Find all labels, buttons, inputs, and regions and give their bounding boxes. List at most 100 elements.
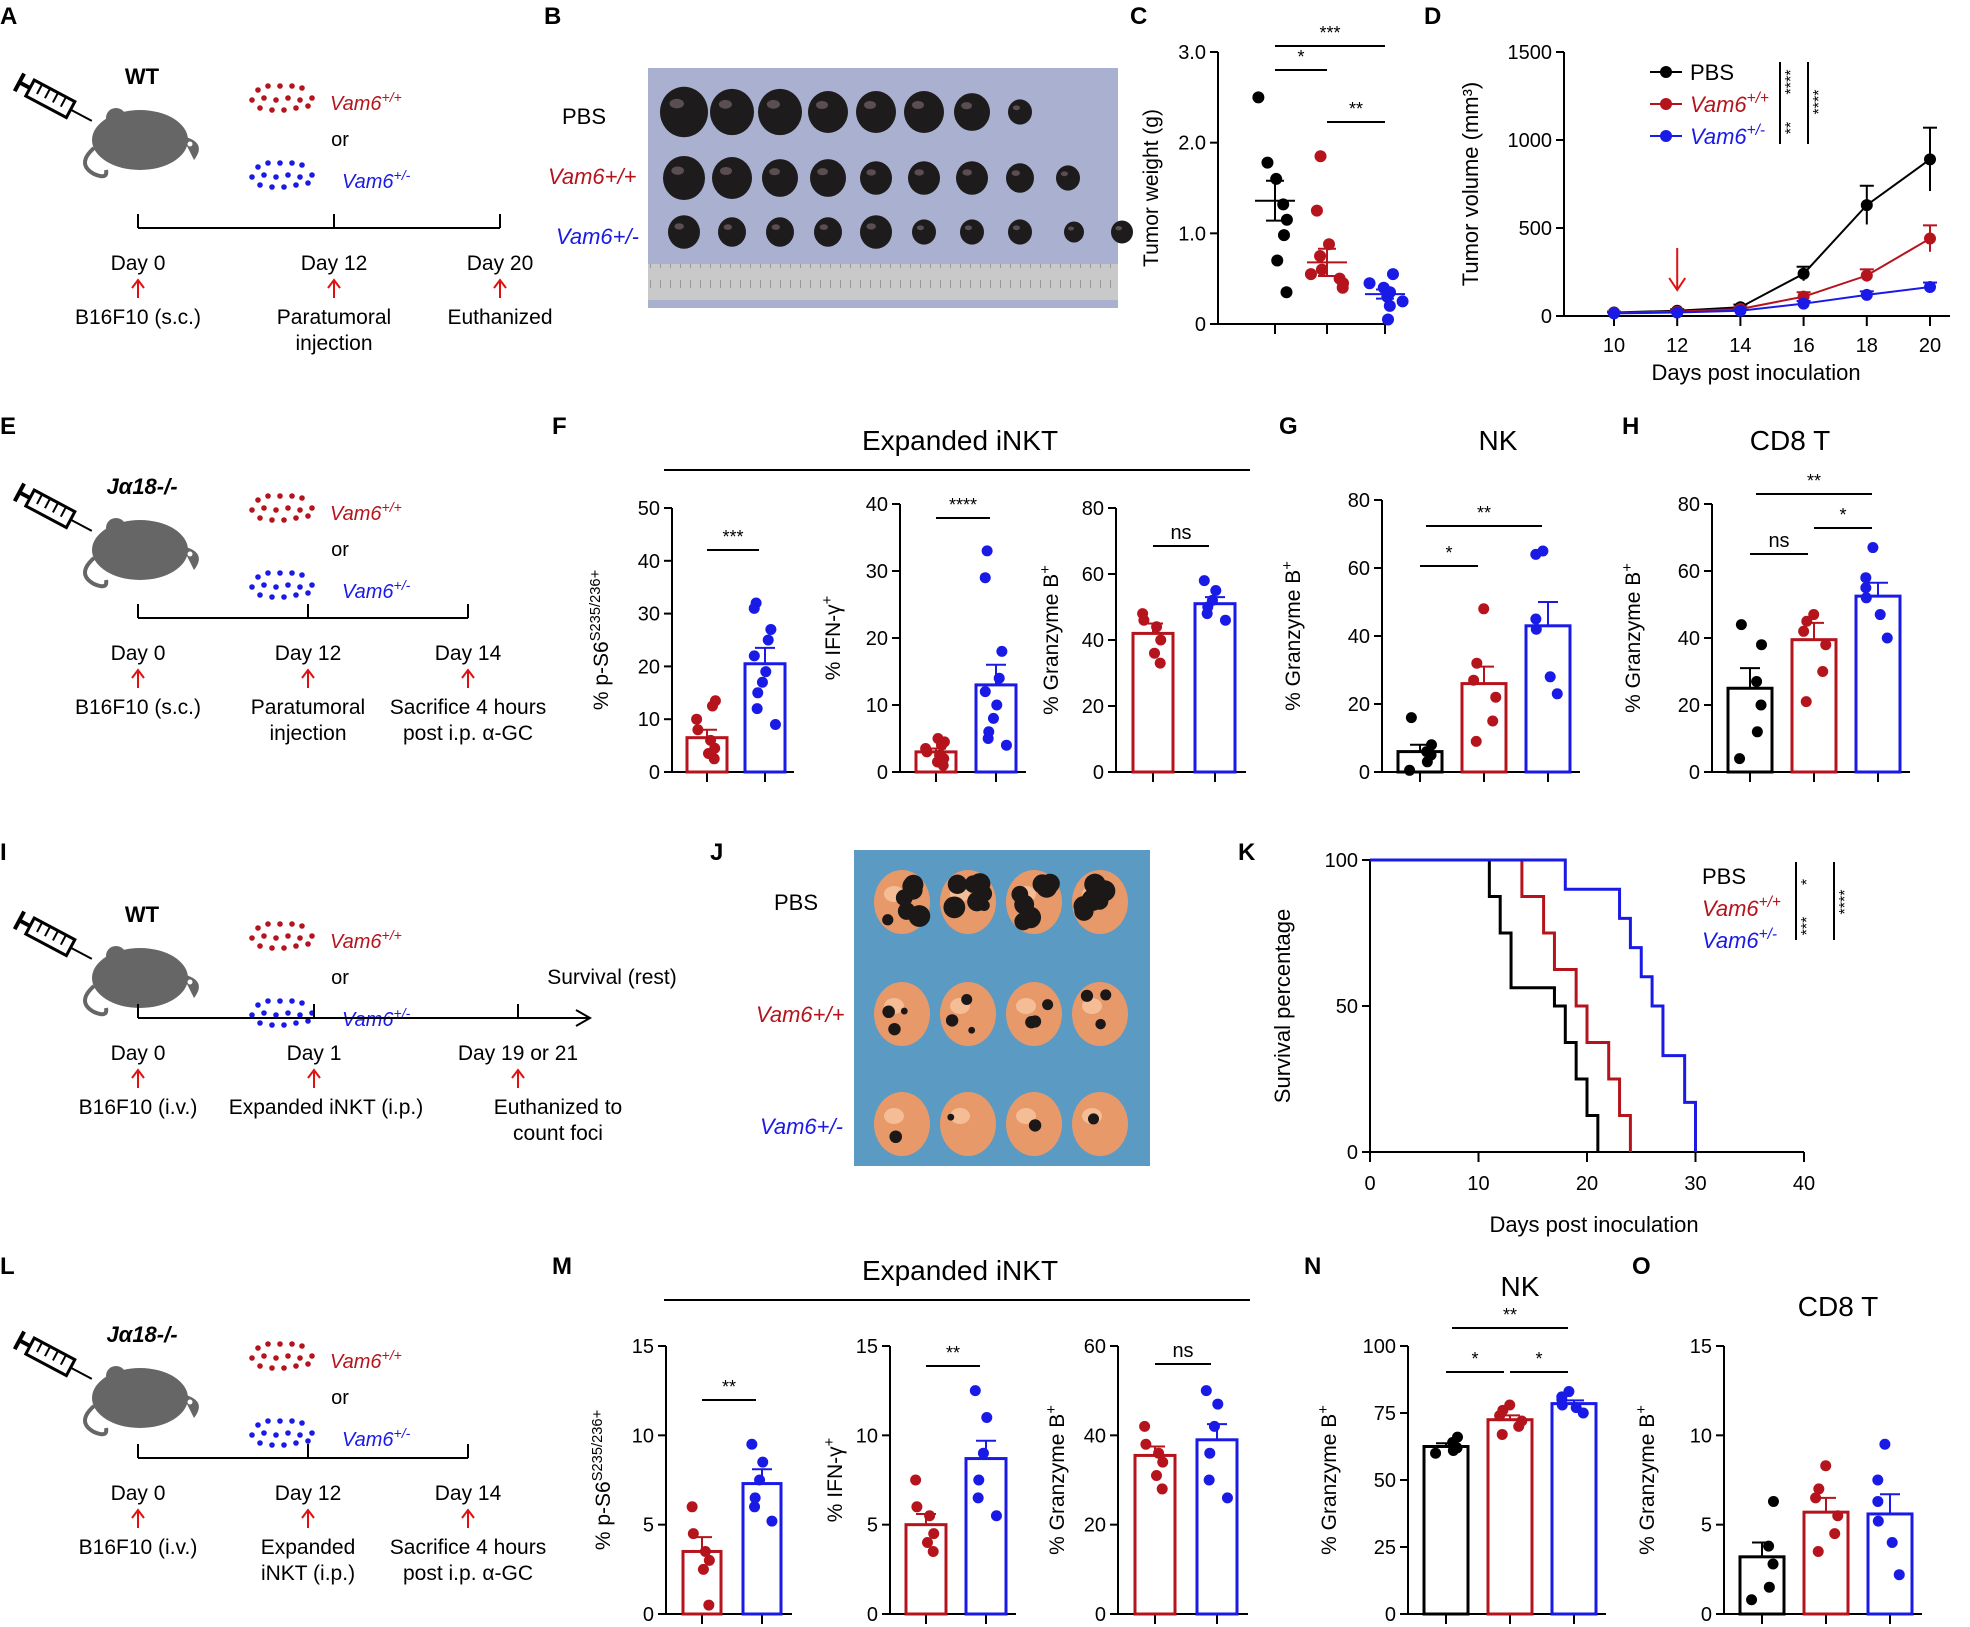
tumor bbox=[810, 159, 846, 197]
tumor bbox=[1111, 220, 1133, 244]
het-cell-dot bbox=[265, 998, 271, 1004]
x-tick-label: 0 bbox=[1364, 1173, 1375, 1195]
mouse-head bbox=[182, 136, 199, 160]
het-cell-dot bbox=[281, 1442, 287, 1448]
data-point bbox=[1471, 657, 1483, 669]
wt-cell-dot bbox=[305, 513, 311, 519]
red-arrow-icon bbox=[301, 668, 315, 679]
syringe-needle bbox=[70, 1366, 93, 1380]
legend-marker bbox=[1660, 98, 1672, 110]
mouse-label: Jα18-/- bbox=[106, 474, 177, 499]
wt-cell-dot bbox=[257, 943, 263, 949]
wt-cell-dot bbox=[289, 1341, 295, 1347]
tumor-highlight bbox=[916, 225, 925, 231]
data-point bbox=[990, 1510, 1002, 1522]
superscript: + bbox=[1280, 561, 1296, 570]
tumor bbox=[808, 91, 848, 133]
data-point bbox=[1200, 1385, 1212, 1397]
data-point bbox=[686, 1501, 698, 1513]
wt-cell-dot bbox=[281, 107, 287, 113]
tumor-highlight bbox=[1115, 225, 1122, 231]
het-cell-dot bbox=[269, 594, 275, 600]
data-point bbox=[1756, 639, 1768, 651]
data-point bbox=[1000, 739, 1012, 751]
photo-j-row-pbs: PBS bbox=[774, 890, 818, 915]
y-tick-label: 40 bbox=[1678, 628, 1700, 650]
data-point bbox=[1924, 232, 1936, 245]
or-label: or bbox=[331, 539, 349, 561]
wt-cell-dot bbox=[273, 507, 279, 513]
legend-label: PBS bbox=[1702, 864, 1746, 889]
header-o: CD8 T bbox=[1798, 1291, 1878, 1322]
data-point bbox=[1860, 582, 1872, 594]
het-cell-dot bbox=[297, 1012, 303, 1018]
y-tick-label: 0 bbox=[1689, 762, 1700, 784]
wt-cell-dot bbox=[273, 935, 279, 941]
superscript: +/+ bbox=[382, 927, 402, 943]
y-axis-label: % IFN-γ+ bbox=[822, 1438, 847, 1522]
het-cell-dot bbox=[277, 1418, 283, 1424]
tumor-highlight bbox=[723, 224, 732, 230]
tumor-highlight bbox=[1060, 171, 1068, 177]
timeline-day: Day 14 bbox=[435, 642, 502, 665]
het-cell-dot bbox=[249, 174, 255, 180]
timeline-event: Paratumoral bbox=[277, 306, 391, 329]
timeline-event: B16F10 (s.c.) bbox=[75, 696, 201, 719]
chart-o-cd8-granzyme: 0 5 10 15 % Granzyme B+ bbox=[1634, 1336, 1922, 1626]
data-point bbox=[749, 1492, 761, 1504]
syringe-icon bbox=[12, 1330, 93, 1380]
data-point bbox=[1252, 91, 1265, 104]
red-arrow-icon bbox=[461, 1508, 475, 1519]
wt-cell-dot bbox=[281, 1365, 287, 1371]
metastasis-focus bbox=[1100, 989, 1112, 1001]
red-arrow-icon bbox=[131, 1508, 145, 1519]
genotype-label-wt: Vam6+/+ bbox=[330, 1347, 402, 1373]
het-cell-dot bbox=[257, 1020, 263, 1026]
syringe-mark bbox=[59, 506, 67, 518]
y-tick-label: 0 bbox=[649, 762, 660, 784]
het-cell-dot bbox=[261, 1010, 267, 1016]
y-tick-label: 80 bbox=[1678, 494, 1700, 516]
het-cell-dot bbox=[255, 164, 261, 170]
data-point bbox=[911, 1501, 923, 1513]
legend-label: Vam6+/+ bbox=[1690, 90, 1769, 117]
superscript: +/- bbox=[394, 577, 411, 593]
metastasis-focus bbox=[969, 873, 991, 895]
data-point bbox=[749, 1501, 761, 1513]
y-tick-label: 30 bbox=[866, 561, 888, 583]
wt-cell-dot bbox=[257, 105, 263, 111]
y-tick-label: 60 bbox=[1084, 1336, 1106, 1358]
data-point bbox=[1470, 735, 1482, 747]
data-point bbox=[1487, 715, 1499, 727]
ruler-icon bbox=[648, 264, 1118, 300]
photo-b-row-wt: Vam6+/+ bbox=[548, 164, 637, 189]
survival-curve-wt bbox=[1370, 858, 1632, 1152]
significance-label: ns bbox=[1768, 530, 1789, 552]
metastasis-focus bbox=[1073, 896, 1094, 917]
wt-cell-dot bbox=[299, 85, 305, 91]
het-cell-dot bbox=[249, 584, 255, 590]
data-point bbox=[1767, 1558, 1779, 1570]
panel-letter-a: A bbox=[0, 3, 17, 30]
data-point bbox=[1812, 1545, 1824, 1557]
data-point bbox=[977, 1447, 989, 1459]
wt-cell-dot bbox=[285, 933, 291, 939]
data-point bbox=[1155, 634, 1167, 646]
het-cell-dot bbox=[277, 160, 283, 166]
bar-het bbox=[1866, 1512, 1914, 1616]
y-axis-label: % Granzyme B+ bbox=[1044, 1405, 1069, 1555]
data-point bbox=[765, 623, 777, 635]
data-point bbox=[987, 712, 999, 724]
wt-cell-dot bbox=[255, 87, 261, 93]
y-tick-label: 0 bbox=[1359, 762, 1370, 784]
series-line-wt bbox=[1613, 237, 1931, 314]
data-point bbox=[991, 699, 1003, 711]
data-point bbox=[752, 687, 764, 699]
data-point bbox=[1280, 286, 1293, 299]
wt-cell-dot bbox=[309, 505, 315, 511]
syringe-mark bbox=[59, 96, 67, 108]
metastasis-focus bbox=[1095, 1018, 1106, 1030]
het-cell-dot bbox=[249, 1012, 255, 1018]
het-cell-dot bbox=[297, 1432, 303, 1438]
